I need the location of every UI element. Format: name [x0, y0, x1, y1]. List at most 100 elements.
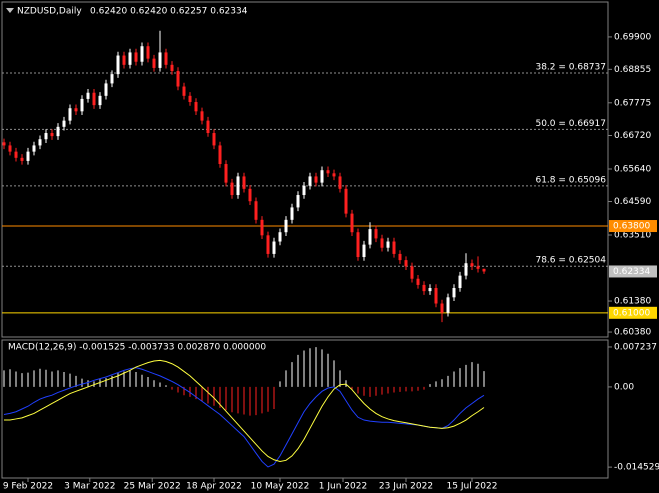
candle-body — [140, 46, 144, 62]
candle-body — [272, 241, 276, 254]
y-tick-label: 0.007237 — [614, 342, 657, 352]
candle-body — [194, 102, 198, 112]
candle-body — [386, 241, 390, 248]
fib-label: 50.0 = 0.66917 — [535, 119, 606, 129]
candle-body — [404, 260, 408, 267]
candle-body — [206, 120, 210, 134]
candle-body — [20, 157, 24, 161]
candle-body — [452, 288, 456, 298]
candle-body — [218, 145, 222, 165]
candle-body — [416, 278, 420, 285]
symbol: NZDUSD,Daily — [17, 7, 82, 17]
last-price-tag — [609, 265, 657, 278]
candle-body — [146, 46, 150, 59]
price-tag-label: 0.61000 — [613, 308, 650, 318]
y-tick-label: 0.65640 — [614, 164, 651, 174]
candle-body — [374, 229, 378, 239]
candle-body — [152, 58, 156, 68]
candle-body — [32, 145, 36, 152]
candle-body — [350, 213, 354, 233]
x-tick-label: 1 Jun 2022 — [319, 482, 367, 492]
macd-title: MACD(12,26,9) -0.001525 -0.003733 0.0028… — [8, 343, 266, 353]
candle-body — [338, 176, 342, 189]
y-tick-label: 0.00 — [614, 382, 634, 392]
candle-body — [428, 288, 432, 292]
fib-label: 61.8 = 0.65096 — [535, 175, 606, 185]
candle-body — [476, 266, 480, 269]
candle-body — [470, 263, 474, 267]
macd-line — [3, 367, 485, 468]
y-tick-label: 0.63510 — [614, 231, 651, 241]
candle-body — [392, 241, 396, 254]
candle-body — [50, 133, 54, 137]
candle-body — [314, 176, 318, 183]
candle-body — [356, 232, 360, 258]
y-tick-label: -0.014529 — [614, 463, 659, 473]
candle-body — [110, 74, 114, 84]
candle-body — [122, 55, 126, 65]
price-tag — [609, 220, 657, 233]
candle-body — [38, 139, 42, 146]
candle-body — [254, 201, 258, 220]
candle-body — [434, 288, 438, 304]
candle-body — [398, 253, 402, 261]
candle-body — [302, 185, 306, 196]
y-tick-label: 0.67775 — [614, 98, 651, 108]
candle-body — [86, 92, 90, 99]
candle-body — [284, 219, 288, 233]
candle-body — [362, 244, 366, 258]
candle-body — [134, 52, 138, 62]
candle-body — [62, 120, 66, 127]
candle-body — [266, 235, 270, 254]
candle-body — [80, 98, 84, 112]
candle-body — [2, 142, 6, 146]
candle-body — [92, 92, 96, 106]
candle-body — [242, 176, 246, 189]
candle-body — [98, 95, 102, 106]
macd-line — [4, 359, 485, 462]
x-tick-label: 15 Jul 2022 — [447, 482, 498, 492]
candle-body — [74, 108, 78, 112]
candle-body — [188, 95, 192, 103]
candle-body — [308, 176, 312, 186]
symbol-icon — [6, 8, 14, 13]
candle-body — [248, 188, 252, 202]
candle-body — [458, 275, 462, 289]
candle-body — [332, 173, 336, 177]
candle-body — [368, 229, 372, 245]
candle-body — [164, 52, 168, 65]
candle-body — [170, 64, 174, 72]
y-tick-label: 0.61380 — [614, 297, 651, 307]
candle-body — [440, 303, 444, 313]
candle-body — [104, 83, 108, 96]
x-tick-label: 10 May 2022 — [251, 482, 310, 492]
x-tick-label: 3 Mar 2022 — [64, 482, 115, 492]
candle-body — [116, 55, 120, 75]
candle-body — [212, 133, 216, 146]
y-tick-label: 0.64590 — [614, 197, 651, 207]
candle-body — [26, 151, 30, 161]
candle-body — [464, 263, 468, 276]
price-tag — [609, 306, 657, 319]
x-tick-label: 9 Feb 2022 — [3, 482, 53, 492]
candle-body — [56, 126, 60, 137]
last-price-label: 0.62334 — [613, 267, 650, 277]
candle-body — [344, 188, 348, 214]
candle-body — [446, 297, 450, 313]
y-tick-label: 0.60380 — [614, 328, 651, 338]
y-tick-label: 0.69900 — [614, 32, 651, 42]
ohlc: 0.62420 0.62420 0.62257 0.62334 — [90, 7, 248, 17]
candle-body — [182, 86, 186, 96]
candle-body — [290, 207, 294, 220]
candle-body — [326, 170, 330, 174]
candle-body — [278, 232, 282, 242]
candle-body — [260, 219, 264, 236]
candle-body — [14, 151, 18, 158]
candle-body — [200, 111, 204, 121]
price-panel — [1, 1, 609, 338]
candle-body — [380, 238, 384, 248]
candle-body — [236, 176, 240, 196]
candle-body — [68, 108, 72, 121]
fib-label: 78.6 = 0.62504 — [535, 256, 606, 266]
